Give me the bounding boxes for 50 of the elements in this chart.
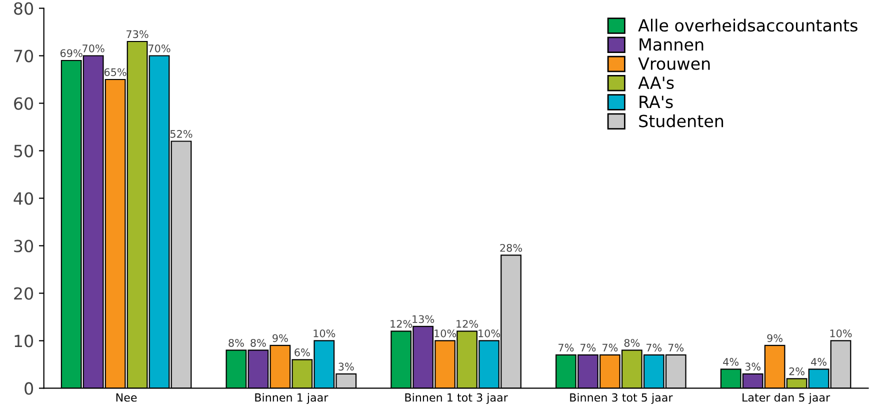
- data-label: 10%: [830, 329, 852, 338]
- data-label: 10%: [434, 329, 456, 338]
- legend-label: Vrouwen: [638, 58, 710, 70]
- y-tick-label: 70: [14, 50, 34, 62]
- data-label: 9%: [767, 334, 782, 342]
- y-tick-label: 30: [14, 240, 34, 252]
- legend-label: RA's: [640, 96, 673, 108]
- legend-label: Alle overheidsaccountants: [638, 18, 858, 32]
- x-tick-label: Nee: [116, 393, 137, 402]
- data-label: 10%: [478, 329, 500, 338]
- x-tick-label: Binnen 1 jaar: [255, 393, 328, 404]
- data-label: 65%: [104, 68, 126, 76]
- data-label: 7%: [602, 344, 618, 352]
- data-label: 13%: [412, 315, 434, 324]
- data-label: 9%: [272, 334, 288, 342]
- data-label: 4%: [723, 358, 739, 366]
- data-label: 7%: [580, 344, 596, 352]
- data-label: 8%: [250, 338, 266, 347]
- y-tick-label: 80: [14, 2, 34, 15]
- data-label: 4%: [811, 358, 826, 366]
- x-tick-label: Later dan 5 jaar: [742, 393, 830, 404]
- data-label: 70%: [148, 44, 170, 52]
- y-tick-label: 50: [14, 144, 34, 158]
- data-label: 7%: [668, 344, 684, 352]
- legend-label: Mannen: [640, 38, 704, 51]
- x-tick-label: Binnen 3 tot 5 jaar: [570, 393, 673, 404]
- legend-label: Studenten: [639, 114, 724, 128]
- data-label: 2%: [789, 367, 804, 376]
- data-label: 3%: [745, 362, 761, 371]
- data-label: 73%: [126, 30, 148, 38]
- x-tick-label: Binnen 1 tot 3 jaar: [405, 393, 508, 404]
- data-label: 8%: [228, 338, 244, 347]
- data-label: 28%: [500, 244, 522, 252]
- data-label: 8%: [624, 338, 640, 347]
- data-label: 70%: [82, 44, 104, 52]
- y-tick-label: 10: [14, 334, 34, 348]
- y-tick-label: 0: [24, 382, 34, 395]
- data-label: 52%: [170, 130, 192, 138]
- data-label: 7%: [558, 344, 574, 352]
- data-label: 12%: [390, 320, 412, 328]
- y-tick-label: 60: [14, 97, 34, 110]
- y-tick-label: 40: [14, 192, 34, 205]
- data-label: 10%: [314, 329, 336, 338]
- data-label: 3%: [338, 362, 354, 371]
- data-label: 12%: [456, 320, 478, 328]
- data-label: 6%: [294, 348, 310, 356]
- legend-label: AA's: [638, 76, 674, 90]
- data-label: 7%: [646, 344, 662, 352]
- y-tick-label: 20: [14, 287, 34, 300]
- data-label: 69%: [60, 49, 82, 58]
